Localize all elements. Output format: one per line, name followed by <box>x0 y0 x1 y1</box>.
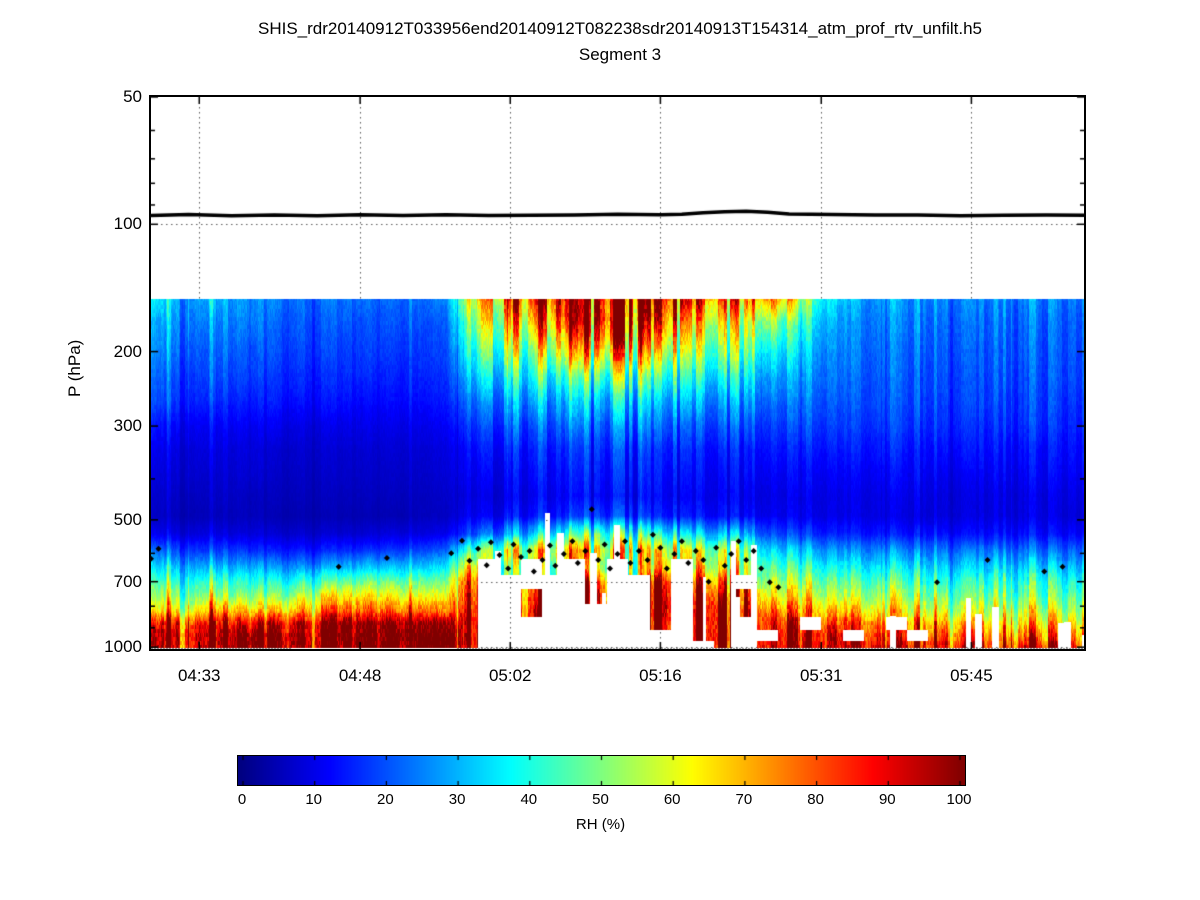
x-tick-label: 05:02 <box>488 666 532 685</box>
x-tick-label: 05:45 <box>950 666 993 685</box>
colorbar-tick-label: 70 <box>735 791 753 808</box>
rh-heatmap-canvas <box>151 97 1084 649</box>
y-axis-label: P (hPa) <box>65 339 84 397</box>
y-tick-label: 700 <box>113 571 142 591</box>
colorbar-tick-label: 80 <box>807 791 824 808</box>
colorbar-tick-label: 90 <box>878 791 896 808</box>
colorbar-label: RH (%) <box>575 816 626 833</box>
x-tick-label: 05:16 <box>639 666 682 685</box>
colorbar-tick-label: 100 <box>946 791 972 808</box>
colorbar-tick-label: 50 <box>592 791 609 808</box>
title-block: SHIS_rdr20140912T033956end20140912T08223… <box>100 16 1140 68</box>
figure-subtitle: Segment 3 <box>578 45 662 64</box>
colorbar-gradient-canvas <box>238 756 965 785</box>
x-tick-label: 04:48 <box>338 666 382 685</box>
y-tick-label: 50 <box>123 87 142 106</box>
colorbar-tick-label: 30 <box>448 791 466 808</box>
y-tick-label: 500 <box>113 509 142 529</box>
y-tick-label: 300 <box>113 416 142 436</box>
colorbar <box>237 755 966 786</box>
colorbar-tick-label: 20 <box>377 791 394 808</box>
colorbar-tick-label: 60 <box>663 791 681 808</box>
plot-area <box>149 95 1086 651</box>
y-tick-label: 1000 <box>104 637 142 657</box>
x-tick-label: 04:33 <box>177 666 221 685</box>
colorbar-tick-label: 10 <box>305 791 323 808</box>
figure-title: SHIS_rdr20140912T033956end20140912T08223… <box>257 19 982 38</box>
y-tick-label: 100 <box>113 214 142 234</box>
y-tick-label: 200 <box>113 341 142 361</box>
colorbar-tick-label: 0 <box>237 791 247 808</box>
colorbar-tick-label: 40 <box>520 791 538 808</box>
x-tick-label: 05:31 <box>799 666 843 685</box>
